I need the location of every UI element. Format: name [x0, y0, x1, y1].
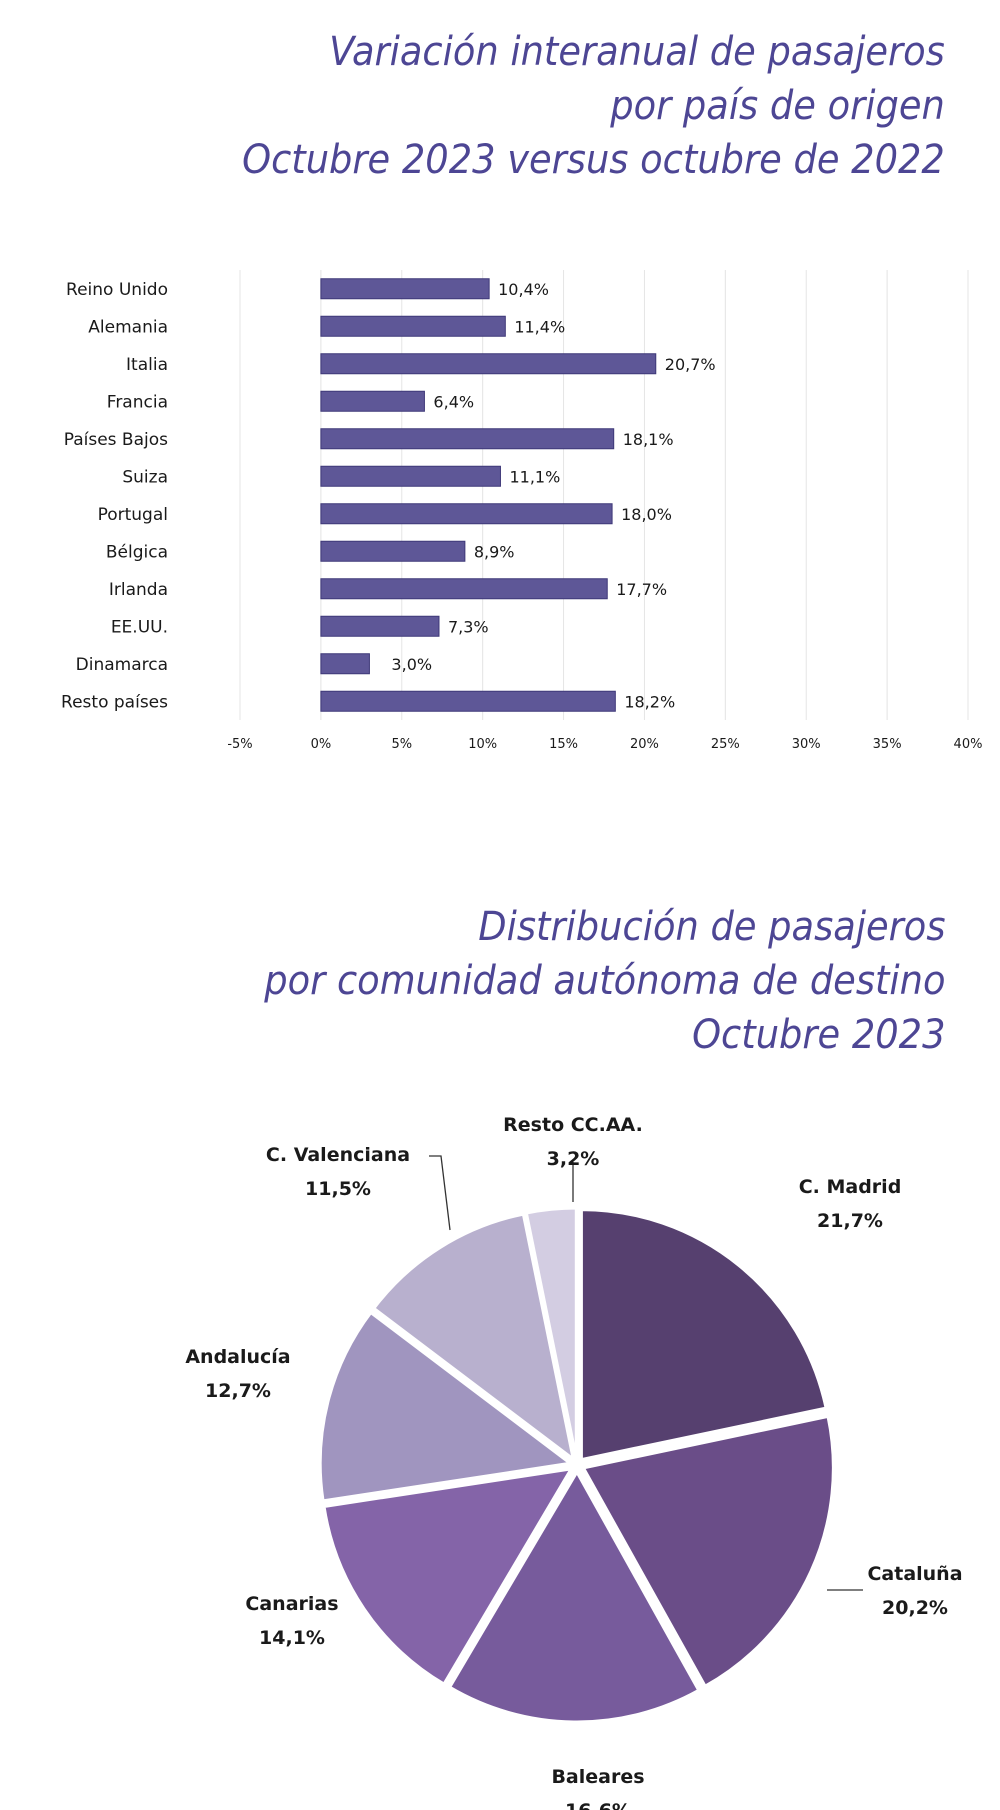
- data-label: 18,0%: [621, 505, 672, 524]
- bar-chart: -5% 0% 5% 10% 15% 20% 25% 30% 35% 40% Reino Unido 1…: [61, 270, 983, 752]
- category-label: Reino Unido: [66, 280, 168, 300]
- slice-name-label: Baleares: [551, 1766, 644, 1788]
- category-label: Suiza: [122, 467, 168, 487]
- data-label: 8,9%: [474, 542, 515, 561]
- bar-chart-title-line: por país de origen: [610, 83, 945, 129]
- x-tick-label: 5%: [391, 737, 412, 752]
- x-tick-label: 20%: [630, 737, 659, 752]
- category-label: Italia: [126, 355, 168, 375]
- slice-value-label: 21,7%: [817, 1210, 883, 1232]
- x-tick-label: 25%: [711, 737, 740, 752]
- data-label: 3,0%: [391, 655, 432, 674]
- x-tick-label: 40%: [954, 737, 983, 752]
- slice-name-label: Resto CC.AA.: [503, 1114, 643, 1136]
- pie-slice: [581, 1414, 835, 1689]
- x-tick-label: 10%: [468, 737, 497, 752]
- slice-name-label: C. Madrid: [799, 1176, 902, 1198]
- leader-line: [429, 1155, 451, 1231]
- pie-slice: [318, 1310, 574, 1503]
- slice-name-label: Canarias: [245, 1593, 338, 1615]
- bar: [320, 540, 466, 562]
- data-label: 11,4%: [514, 317, 565, 336]
- category-label: Alemania: [88, 317, 168, 337]
- category-label: Irlanda: [109, 580, 168, 600]
- data-label: 11,1%: [509, 467, 560, 486]
- data-label: 20,7%: [665, 355, 716, 374]
- data-label: 18,1%: [623, 430, 674, 449]
- pie-slice: [371, 1212, 576, 1463]
- slice-value-label: 3,2%: [547, 1148, 600, 1170]
- data-label: 18,2%: [624, 692, 675, 711]
- data-label: 7,3%: [448, 617, 489, 636]
- category-label: Bélgica: [106, 542, 168, 562]
- bar: [320, 503, 613, 525]
- bar: [320, 653, 370, 675]
- x-tick-label: 0%: [311, 737, 332, 752]
- x-tick-label: 30%: [792, 737, 821, 752]
- x-tick-label: 15%: [549, 737, 578, 752]
- pie-slice: [322, 1466, 575, 1687]
- pie-slice: [524, 1206, 578, 1459]
- pie-chart-title-line: por comunidad autónoma de destino: [263, 958, 945, 1004]
- bar-chart-title-line: Variación interanual de pasajeros: [329, 29, 945, 75]
- x-tick-label: -5%: [227, 737, 252, 752]
- bar: [320, 465, 501, 487]
- bar: [320, 578, 608, 600]
- bar: [320, 615, 440, 637]
- bar: [320, 690, 616, 712]
- category-label: Francia: [107, 392, 168, 412]
- slice-value-label: 12,7%: [205, 1380, 271, 1402]
- slice-value-label: 14,1%: [259, 1627, 325, 1649]
- x-tick-label: 35%: [873, 737, 902, 752]
- data-label: 17,7%: [616, 580, 667, 599]
- category-label: EE.UU.: [111, 617, 168, 637]
- slice-value-label: 20,2%: [882, 1597, 948, 1619]
- category-label: Dinamarca: [76, 655, 168, 675]
- bar: [320, 390, 425, 412]
- bar-chart-title-line: Octubre 2023 versus octubre de 2022: [242, 137, 945, 183]
- bar-chart-title: Variación interanual de pasajeros por pa…: [242, 25, 945, 187]
- slice-name-label: Andalucía: [185, 1346, 290, 1368]
- slice-name-label: C. Valenciana: [266, 1144, 410, 1166]
- category-label: Países Bajos: [64, 430, 168, 450]
- pie-slice: [447, 1468, 701, 1724]
- category-label: Portugal: [98, 505, 168, 525]
- pie-chart-title: Distribución de pasajeros por comunidad …: [264, 900, 945, 1062]
- slice-value-label: 11,5%: [305, 1178, 371, 1200]
- category-label: Resto países: [61, 692, 168, 712]
- pie-chart-title-line: Octubre 2023: [691, 1012, 945, 1058]
- data-label: 6,4%: [433, 392, 474, 411]
- pie-slice: [579, 1208, 828, 1462]
- slice-name-label: Cataluña: [867, 1563, 962, 1585]
- pie-chart: C. Madrid 21,7% Cataluña 20,2% Baleares 16,6%…: [185, 1114, 962, 1810]
- pie-chart-title-line: Distribución de pasajeros: [477, 904, 945, 950]
- bar: [320, 428, 615, 450]
- bar: [320, 278, 490, 300]
- bar: [320, 315, 506, 337]
- bar: [320, 353, 657, 375]
- slice-value-label: 16,6%: [565, 1800, 631, 1810]
- data-label: 10,4%: [498, 280, 549, 299]
